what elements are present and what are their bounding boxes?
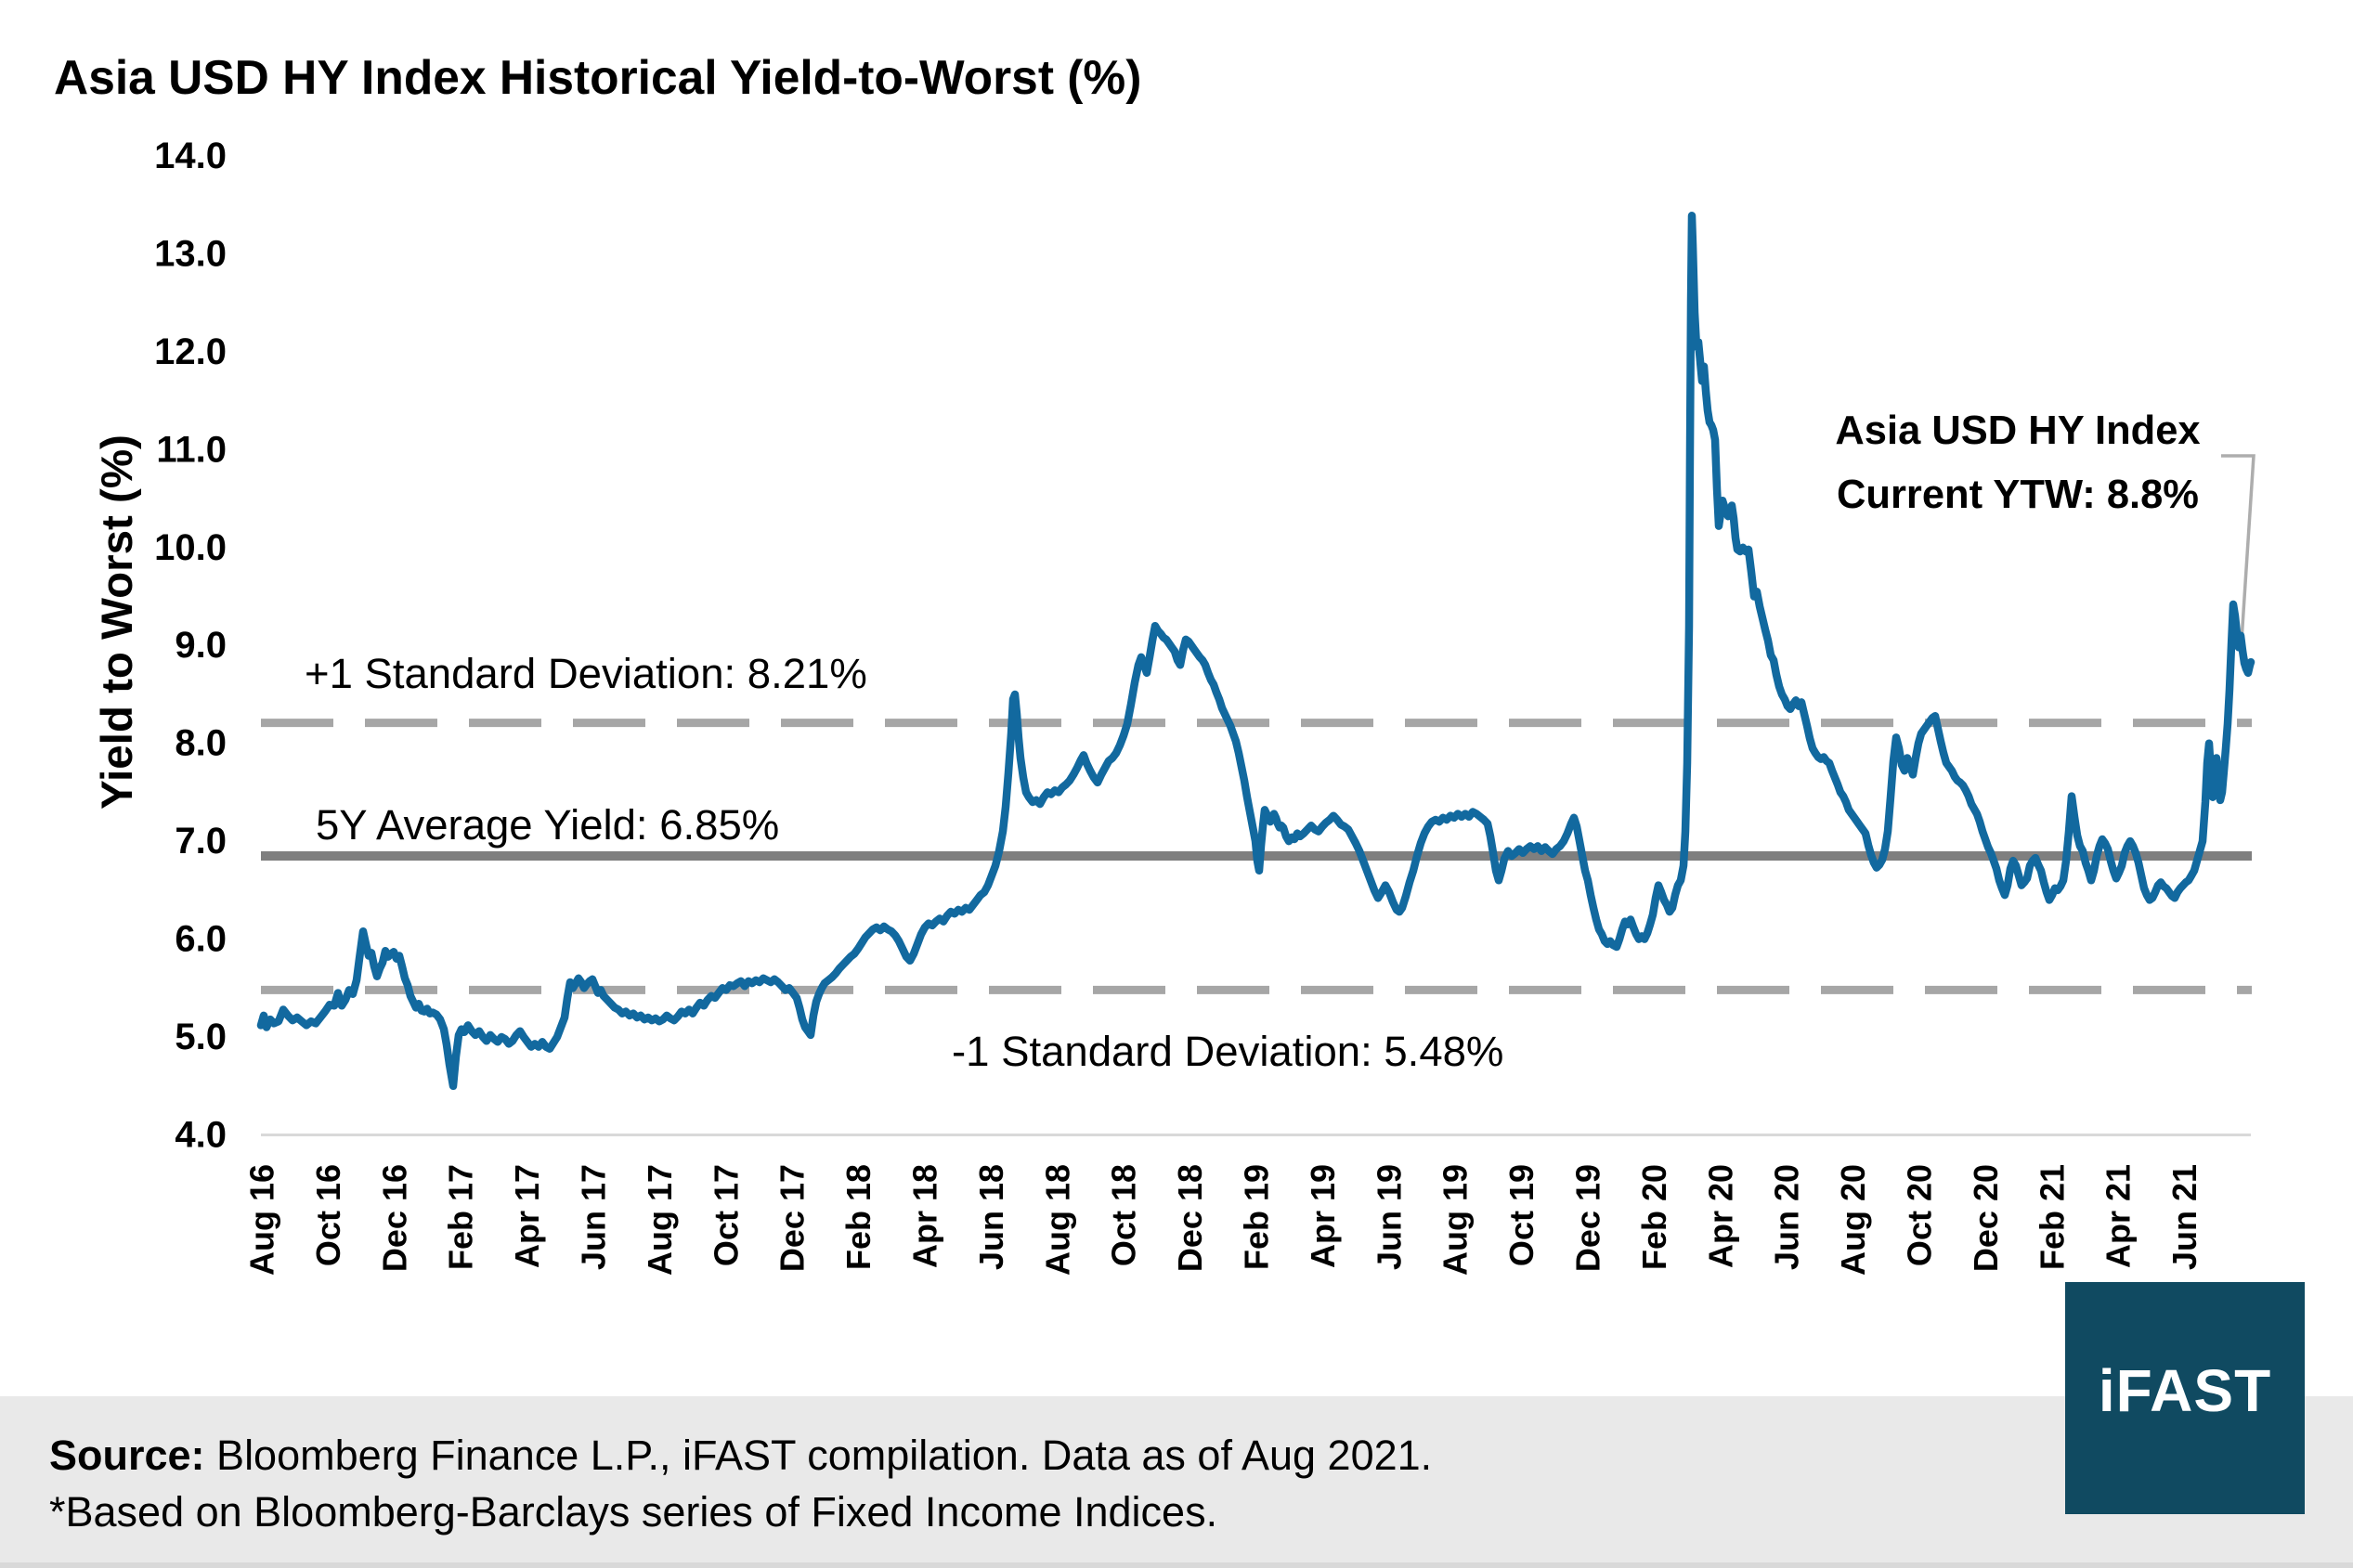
svg-text:10.0: 10.0 bbox=[154, 527, 227, 568]
svg-text:Oct 18: Oct 18 bbox=[1105, 1164, 1143, 1266]
svg-text:Asia USD HY Index Historical Y: Asia USD HY Index Historical Yield-to-Wo… bbox=[54, 50, 1141, 104]
svg-text:+1 Standard Deviation: 8.21%: +1 Standard Deviation: 8.21% bbox=[305, 650, 867, 697]
svg-text:Jun 18: Jun 18 bbox=[972, 1164, 1010, 1270]
svg-text:Apr 21: Apr 21 bbox=[2100, 1164, 2138, 1268]
svg-text:Feb 21: Feb 21 bbox=[2033, 1164, 2071, 1270]
svg-text:Aug 20: Aug 20 bbox=[1834, 1164, 1872, 1276]
svg-text:Current YTW: 8.8%: Current YTW: 8.8% bbox=[1837, 473, 2199, 517]
svg-text:Feb 19: Feb 19 bbox=[1238, 1164, 1276, 1270]
svg-text:Oct 19: Oct 19 bbox=[1502, 1164, 1540, 1266]
svg-text:Apr 18: Apr 18 bbox=[906, 1164, 944, 1268]
svg-text:Dec 18: Dec 18 bbox=[1171, 1164, 1209, 1272]
svg-text:9.0: 9.0 bbox=[175, 625, 227, 666]
svg-text:4.0: 4.0 bbox=[175, 1115, 227, 1156]
svg-text:-1 Standard Deviation: 5.48%: -1 Standard Deviation: 5.48% bbox=[952, 1028, 1503, 1075]
svg-text:Jun 19: Jun 19 bbox=[1370, 1164, 1408, 1270]
svg-text:Oct 20: Oct 20 bbox=[1901, 1164, 1939, 1266]
svg-text:7.0: 7.0 bbox=[175, 821, 227, 862]
svg-text:Aug 17: Aug 17 bbox=[641, 1164, 679, 1276]
svg-text:Aug 19: Aug 19 bbox=[1436, 1164, 1475, 1276]
svg-text:11.0: 11.0 bbox=[156, 429, 227, 470]
svg-text:Dec 16: Dec 16 bbox=[375, 1164, 413, 1272]
svg-text:12.0: 12.0 bbox=[154, 331, 227, 372]
svg-text:Apr 17: Apr 17 bbox=[508, 1164, 546, 1268]
svg-text:Apr 20: Apr 20 bbox=[1701, 1164, 1739, 1268]
svg-text:Feb 17: Feb 17 bbox=[442, 1164, 480, 1270]
svg-text:Asia USD HY Index: Asia USD HY Index bbox=[1835, 408, 2200, 453]
svg-text:6.0: 6.0 bbox=[175, 919, 227, 960]
svg-text:Feb 18: Feb 18 bbox=[839, 1164, 878, 1270]
svg-text:Dec 20: Dec 20 bbox=[1967, 1164, 2005, 1272]
svg-text:Apr 19: Apr 19 bbox=[1304, 1164, 1342, 1268]
svg-text:Feb 20: Feb 20 bbox=[1635, 1164, 1673, 1270]
svg-text:13.0: 13.0 bbox=[154, 233, 227, 274]
svg-text:Dec 19: Dec 19 bbox=[1569, 1164, 1607, 1272]
svg-text:Oct 17: Oct 17 bbox=[707, 1164, 745, 1266]
svg-text:Aug 18: Aug 18 bbox=[1038, 1164, 1076, 1276]
svg-text:Yield to Worst (%): Yield to Worst (%) bbox=[93, 434, 142, 810]
svg-text:8.0: 8.0 bbox=[175, 723, 227, 764]
svg-text:Jun 20: Jun 20 bbox=[1768, 1164, 1806, 1270]
svg-text:Jun 17: Jun 17 bbox=[575, 1164, 613, 1270]
svg-text:Aug 16: Aug 16 bbox=[243, 1164, 281, 1276]
svg-text:Dec 17: Dec 17 bbox=[774, 1164, 812, 1272]
svg-text:Jun 21: Jun 21 bbox=[2165, 1164, 2204, 1270]
svg-text:14.0: 14.0 bbox=[154, 136, 227, 176]
svg-text:5.0: 5.0 bbox=[175, 1017, 227, 1057]
svg-text:Oct 16: Oct 16 bbox=[309, 1164, 347, 1266]
svg-text:5Y Average Yield: 6.85%: 5Y Average Yield: 6.85% bbox=[316, 801, 779, 849]
